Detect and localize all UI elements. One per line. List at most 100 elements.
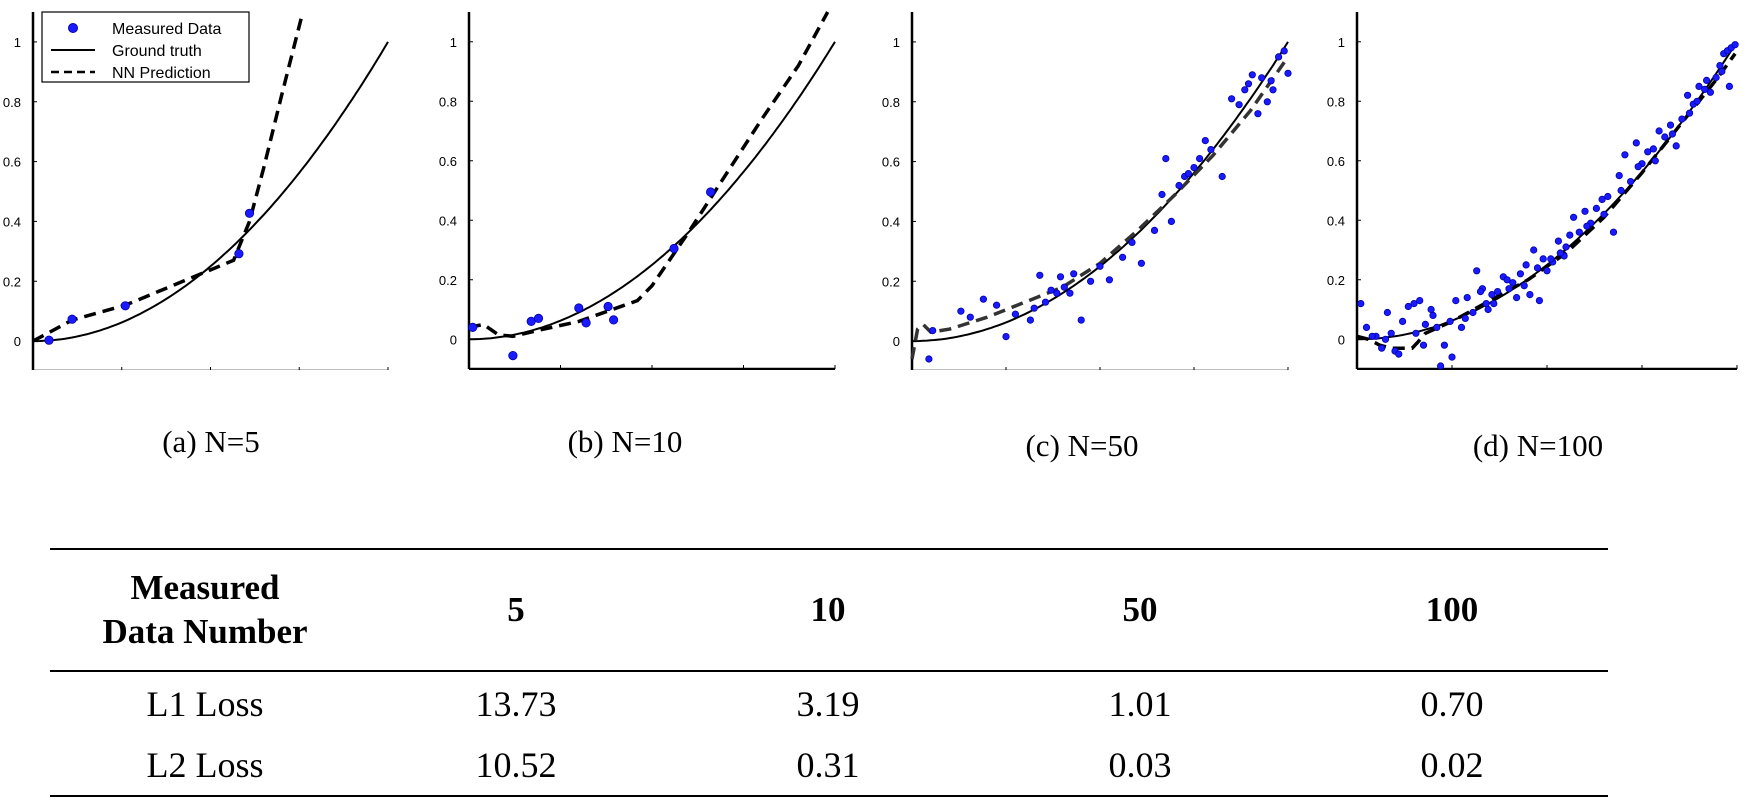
data-point — [120, 301, 130, 311]
data-point — [1655, 127, 1663, 135]
data-point — [1383, 308, 1392, 317]
data-point — [1503, 276, 1511, 284]
data-point — [1060, 283, 1068, 291]
y-tick-label: 0.6 — [882, 155, 900, 170]
legend-entry-label: Ground truth — [112, 43, 202, 60]
data-point — [1649, 145, 1658, 153]
data-point — [1554, 237, 1563, 245]
data-point — [1598, 195, 1606, 203]
data-point — [1712, 73, 1720, 82]
data-point — [1716, 61, 1724, 70]
data-point — [1484, 305, 1492, 314]
y-tick-label: 1 — [450, 35, 457, 50]
data-point — [1258, 74, 1266, 82]
table-row: L1 Loss 13.73 3.19 1.01 0.70 — [50, 671, 1608, 735]
data-point — [1651, 157, 1659, 165]
data-point — [925, 355, 933, 363]
data-point — [44, 335, 54, 345]
data-point — [1668, 130, 1677, 138]
data-point — [705, 187, 716, 197]
data-point — [581, 318, 591, 328]
data-point — [1566, 231, 1574, 239]
data-point — [1452, 296, 1460, 305]
data-point — [1693, 97, 1701, 105]
data-point — [1520, 282, 1528, 290]
table-header-cell: 5 — [360, 548, 672, 672]
data-point — [533, 313, 544, 323]
data-point — [1513, 293, 1521, 302]
data-point — [1718, 67, 1726, 76]
y-tick-label: 0.2 — [1327, 273, 1345, 288]
legend-box — [41, 11, 250, 83]
data-point — [1011, 310, 1020, 318]
ground-truth-line — [1356, 41, 1738, 341]
data-point — [1644, 148, 1652, 156]
table-cell: 0.03 — [984, 735, 1296, 797]
table-header-cell: Measured Data Number — [50, 548, 360, 672]
data-point — [1437, 362, 1445, 370]
data-point — [1446, 317, 1454, 325]
data-point — [966, 313, 974, 321]
table-row: L2 Loss 10.52 0.31 0.03 0.02 — [50, 735, 1608, 797]
y-tick-label: 0.4 — [1327, 213, 1345, 228]
data-point — [1269, 86, 1277, 94]
data-point — [979, 295, 988, 303]
y-tick-label: 0.4 — [3, 214, 21, 229]
results-table: Measured Data Number 5 10 50 100 L1 Loss… — [50, 548, 1608, 797]
data-point — [1395, 350, 1403, 358]
data-point — [1228, 95, 1236, 103]
data-point — [1725, 82, 1734, 91]
data-point — [1731, 41, 1739, 49]
data-point — [1505, 285, 1513, 293]
data-point — [1378, 344, 1386, 352]
table-cell: 0.70 — [1420, 683, 1484, 724]
ground-truth-line — [33, 41, 389, 343]
data-point — [1070, 270, 1078, 278]
data-point — [929, 326, 937, 335]
table-header-cell: 50 — [984, 548, 1296, 672]
data-point — [1158, 190, 1166, 199]
data-point — [1381, 335, 1390, 343]
data-point — [1685, 109, 1694, 117]
y-tick-label: 0 — [893, 334, 900, 349]
data-point — [1469, 308, 1477, 317]
table-cell: 0.31 — [672, 735, 984, 797]
y-tick-label: 1 — [1338, 35, 1345, 50]
data-point — [1562, 243, 1570, 251]
data-point — [1433, 323, 1441, 331]
data-point — [608, 315, 619, 325]
data-point — [1583, 222, 1591, 230]
data-point — [669, 243, 679, 254]
data-point — [1175, 181, 1183, 190]
data-point — [1184, 170, 1193, 178]
data-point — [1267, 77, 1275, 85]
data-point — [1547, 255, 1555, 263]
y-tick-label: 0 — [450, 332, 457, 347]
data-point — [1056, 273, 1065, 281]
table-cell: 1.01 — [1108, 683, 1172, 724]
data-point — [1263, 98, 1271, 106]
data-point — [1119, 253, 1127, 261]
data-point — [1087, 277, 1095, 285]
data-point — [1533, 264, 1542, 272]
data-point — [1473, 267, 1481, 275]
data-point — [1522, 261, 1530, 269]
nn-prediction-line — [468, 11, 830, 339]
y-tick-label: 0.8 — [1327, 94, 1345, 109]
table-cell: L2 Loss — [50, 735, 360, 797]
chart-panel-2: 0510152000.20.40.60.81 — [882, 12, 1292, 370]
data-point — [1235, 101, 1243, 109]
data-point — [1357, 299, 1365, 308]
data-point — [1632, 139, 1640, 147]
data-point — [1201, 137, 1209, 145]
ground-truth-line — [468, 41, 836, 341]
data-point — [1416, 296, 1424, 305]
data-point — [1248, 71, 1256, 79]
table-cell: L1 Loss — [146, 683, 264, 724]
data-point — [1476, 287, 1485, 296]
data-point — [1244, 80, 1253, 88]
data-point — [234, 249, 244, 259]
data-point — [1661, 133, 1669, 141]
data-point — [1539, 255, 1547, 263]
